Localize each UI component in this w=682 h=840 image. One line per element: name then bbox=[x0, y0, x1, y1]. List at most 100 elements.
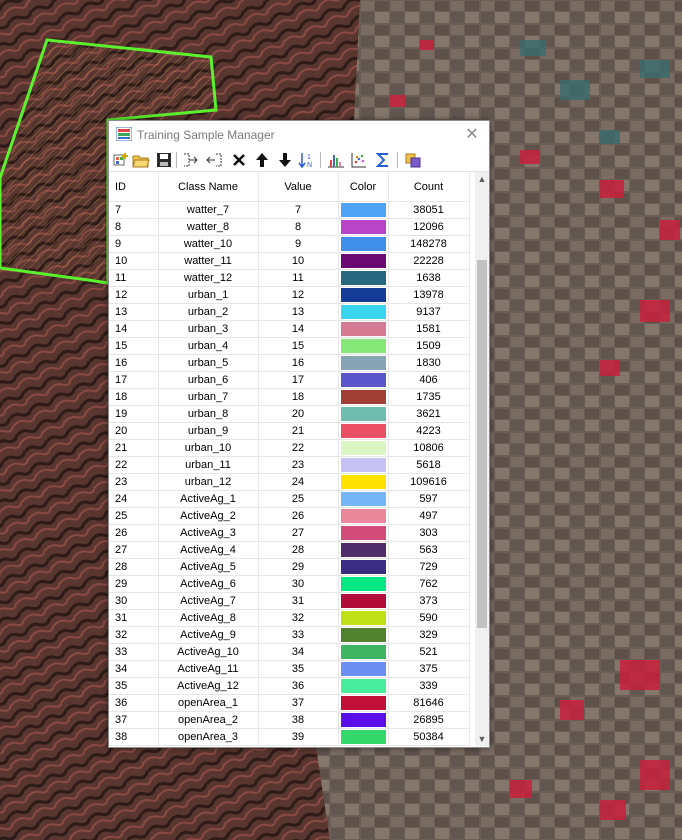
row-id[interactable]: 32 bbox=[109, 626, 159, 644]
row-color-cell[interactable] bbox=[338, 473, 389, 491]
row-color-swatch[interactable] bbox=[340, 458, 386, 472]
row-color-cell[interactable] bbox=[338, 422, 389, 440]
row-id[interactable]: 8 bbox=[109, 218, 159, 236]
row-color-swatch[interactable] bbox=[340, 356, 386, 370]
table-row[interactable]: 37 openArea_2 38 26895 bbox=[109, 711, 470, 729]
row-color-swatch[interactable] bbox=[340, 288, 386, 302]
row-class-name[interactable]: openArea_1 bbox=[158, 694, 259, 712]
row-color-swatch[interactable] bbox=[340, 441, 386, 455]
row-color-swatch[interactable] bbox=[340, 220, 386, 234]
table-row[interactable]: 22 urban_11 23 5618 bbox=[109, 456, 470, 474]
row-count[interactable]: 762 bbox=[388, 575, 470, 593]
scatterplot-icon[interactable] bbox=[350, 151, 368, 169]
row-color-cell[interactable] bbox=[338, 439, 389, 457]
row-class-name[interactable]: urban_6 bbox=[158, 371, 259, 389]
row-class-name[interactable]: ActiveAg_12 bbox=[158, 677, 259, 695]
row-value[interactable]: 31 bbox=[258, 592, 339, 610]
row-value[interactable]: 36 bbox=[258, 677, 339, 695]
table-row[interactable]: 35 ActiveAg_12 36 339 bbox=[109, 677, 470, 695]
table-row[interactable]: 32 ActiveAg_9 33 329 bbox=[109, 626, 470, 644]
row-color-swatch[interactable] bbox=[340, 203, 386, 217]
row-value[interactable]: 8 bbox=[258, 218, 339, 236]
table-row[interactable]: 20 urban_9 21 4223 bbox=[109, 422, 470, 440]
row-count[interactable]: 81646 bbox=[388, 694, 470, 712]
table-row[interactable]: 16 urban_5 16 1830 bbox=[109, 354, 470, 372]
row-id[interactable]: 28 bbox=[109, 558, 159, 576]
row-value[interactable]: 39 bbox=[258, 728, 339, 746]
row-class-name[interactable]: ActiveAg_4 bbox=[158, 541, 259, 559]
row-class-name[interactable]: urban_2 bbox=[158, 303, 259, 321]
row-value[interactable]: 9 bbox=[258, 235, 339, 253]
row-color-swatch[interactable] bbox=[340, 645, 386, 659]
open-icon[interactable] bbox=[132, 151, 150, 169]
vertical-scrollbar[interactable]: ▲ ▼ bbox=[475, 172, 489, 746]
table-row[interactable]: 23 urban_12 24 109616 bbox=[109, 473, 470, 491]
table-row[interactable]: 30 ActiveAg_7 31 373 bbox=[109, 592, 470, 610]
row-color-swatch[interactable] bbox=[340, 475, 386, 489]
row-color-cell[interactable] bbox=[338, 524, 389, 542]
row-count[interactable]: 38051 bbox=[388, 201, 470, 219]
row-id[interactable]: 26 bbox=[109, 524, 159, 542]
table-row[interactable]: 36 openArea_1 37 81646 bbox=[109, 694, 470, 712]
row-value[interactable]: 32 bbox=[258, 609, 339, 627]
row-color-cell[interactable] bbox=[338, 337, 389, 355]
row-class-name[interactable]: ActiveAg_11 bbox=[158, 660, 259, 678]
row-color-swatch[interactable] bbox=[340, 611, 386, 625]
row-color-swatch[interactable] bbox=[340, 730, 386, 744]
column-header-class-name[interactable]: Class Name bbox=[158, 172, 259, 202]
row-class-name[interactable]: watter_8 bbox=[158, 218, 259, 236]
row-id[interactable]: 12 bbox=[109, 286, 159, 304]
scrollbar-thumb[interactable] bbox=[477, 260, 487, 628]
table-row[interactable]: 29 ActiveAg_6 30 762 bbox=[109, 575, 470, 593]
row-count[interactable]: 12096 bbox=[388, 218, 470, 236]
row-id[interactable]: 35 bbox=[109, 677, 159, 695]
row-color-cell[interactable] bbox=[338, 320, 389, 338]
table-row[interactable]: 11 watter_12 11 1638 bbox=[109, 269, 470, 287]
row-color-cell[interactable] bbox=[338, 201, 389, 219]
row-color-swatch[interactable] bbox=[340, 424, 386, 438]
row-count[interactable]: 590 bbox=[388, 609, 470, 627]
row-class-name[interactable]: urban_9 bbox=[158, 422, 259, 440]
row-id[interactable]: 11 bbox=[109, 269, 159, 287]
row-color-cell[interactable] bbox=[338, 252, 389, 270]
row-id[interactable]: 23 bbox=[109, 473, 159, 491]
row-color-cell[interactable] bbox=[338, 677, 389, 695]
row-color-cell[interactable] bbox=[338, 269, 389, 287]
row-color-cell[interactable] bbox=[338, 354, 389, 372]
table-row[interactable]: 27 ActiveAg_4 28 563 bbox=[109, 541, 470, 559]
save-icon[interactable] bbox=[155, 151, 173, 169]
row-value[interactable]: 22 bbox=[258, 439, 339, 457]
row-color-cell[interactable] bbox=[338, 303, 389, 321]
row-class-name[interactable]: watter_12 bbox=[158, 269, 259, 287]
row-color-cell[interactable] bbox=[338, 660, 389, 678]
row-color-cell[interactable] bbox=[338, 609, 389, 627]
row-color-cell[interactable] bbox=[338, 541, 389, 559]
row-id[interactable]: 25 bbox=[109, 507, 159, 525]
table-row[interactable]: 19 urban_8 20 3621 bbox=[109, 405, 470, 423]
table-row[interactable]: 10 watter_11 10 22228 bbox=[109, 252, 470, 270]
row-color-swatch[interactable] bbox=[340, 662, 386, 676]
create-class-icon[interactable] bbox=[112, 151, 130, 169]
row-class-name[interactable]: ActiveAg_1 bbox=[158, 490, 259, 508]
row-count[interactable]: 303 bbox=[388, 524, 470, 542]
statistics-icon[interactable] bbox=[374, 151, 392, 169]
row-value[interactable]: 35 bbox=[258, 660, 339, 678]
row-id[interactable]: 14 bbox=[109, 320, 159, 338]
row-id[interactable]: 37 bbox=[109, 711, 159, 729]
row-color-cell[interactable] bbox=[338, 694, 389, 712]
row-class-name[interactable]: ActiveAg_5 bbox=[158, 558, 259, 576]
table-row[interactable]: 24 ActiveAg_1 25 597 bbox=[109, 490, 470, 508]
row-color-cell[interactable] bbox=[338, 490, 389, 508]
row-count[interactable]: 50384 bbox=[388, 728, 470, 746]
row-count[interactable]: 4223 bbox=[388, 422, 470, 440]
row-id[interactable]: 21 bbox=[109, 439, 159, 457]
split-icon[interactable] bbox=[205, 151, 223, 169]
row-id[interactable]: 38 bbox=[109, 728, 159, 746]
row-id[interactable]: 34 bbox=[109, 660, 159, 678]
table-row[interactable]: 14 urban_3 14 1581 bbox=[109, 320, 470, 338]
row-id[interactable]: 29 bbox=[109, 575, 159, 593]
row-id[interactable]: 13 bbox=[109, 303, 159, 321]
row-color-swatch[interactable] bbox=[340, 492, 386, 506]
row-color-cell[interactable] bbox=[338, 405, 389, 423]
row-class-name[interactable]: ActiveAg_2 bbox=[158, 507, 259, 525]
